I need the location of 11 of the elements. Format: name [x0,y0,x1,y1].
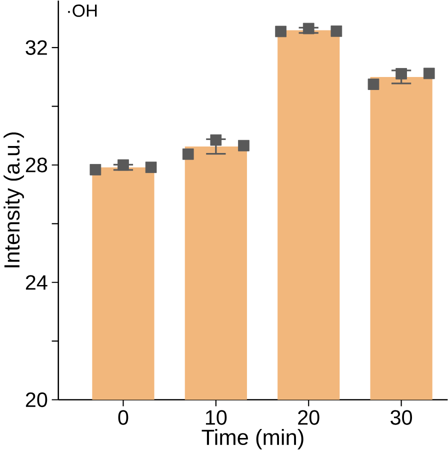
x-tick-label: 20 [298,410,320,425]
y-tick-label: 32 [26,40,47,55]
y-tick-label: 20 [26,392,47,408]
y-tick-label: 24 [26,275,48,290]
x-tick-label: 10 [206,410,226,425]
x-tick-label: 0 [118,410,128,425]
x-tick-label: 30 [390,410,412,425]
y-axis-title: Intensity (a.u.) [3,132,24,268]
annotation: ·OH [68,4,97,17]
y-tick-label: 28 [26,158,47,172]
x-axis-title: Time (min) [202,429,304,450]
